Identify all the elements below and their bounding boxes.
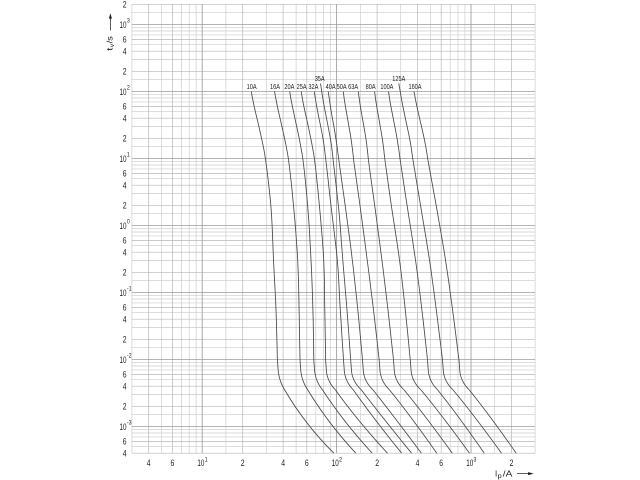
- svg-text:63A: 63A: [348, 84, 358, 91]
- svg-text:20A: 20A: [284, 84, 294, 91]
- svg-text:2: 2: [123, 67, 127, 77]
- svg-text:p: p: [498, 473, 503, 480]
- svg-text:2: 2: [375, 458, 379, 468]
- svg-text:-2: -2: [127, 353, 132, 360]
- svg-text:6: 6: [123, 437, 127, 447]
- svg-text:40A: 40A: [326, 84, 336, 91]
- svg-text:10: 10: [197, 458, 204, 468]
- svg-text:0: 0: [127, 219, 130, 226]
- svg-text:v: v: [109, 43, 116, 47]
- svg-text:6: 6: [123, 303, 127, 313]
- svg-text:-3: -3: [127, 420, 132, 427]
- svg-text:6: 6: [439, 458, 443, 468]
- svg-text:2: 2: [123, 0, 127, 10]
- svg-text:1: 1: [127, 152, 130, 159]
- svg-text:32A: 32A: [308, 84, 318, 91]
- svg-text:10: 10: [120, 20, 127, 30]
- svg-text:2: 2: [123, 402, 127, 412]
- svg-text:6: 6: [123, 35, 127, 45]
- svg-text:16A: 16A: [270, 84, 280, 91]
- svg-text:4: 4: [123, 449, 127, 459]
- svg-text:4: 4: [416, 458, 420, 468]
- svg-text:10: 10: [120, 355, 127, 365]
- svg-text:/s: /s: [105, 36, 114, 43]
- svg-text:2: 2: [123, 134, 127, 144]
- svg-text:/A: /A: [503, 469, 513, 478]
- svg-text:10: 10: [120, 154, 127, 164]
- svg-text:10: 10: [120, 422, 127, 432]
- svg-text:25A: 25A: [297, 84, 307, 91]
- svg-text:4: 4: [123, 248, 127, 258]
- svg-text:2: 2: [510, 458, 514, 468]
- svg-text:10: 10: [120, 87, 127, 97]
- svg-text:10: 10: [466, 458, 473, 468]
- svg-text:80A: 80A: [366, 84, 376, 91]
- svg-text:125A: 125A: [392, 76, 405, 83]
- svg-text:2: 2: [241, 458, 245, 468]
- svg-text:4: 4: [123, 47, 127, 57]
- svg-text:2: 2: [127, 85, 130, 92]
- svg-text:3: 3: [474, 457, 477, 464]
- svg-text:4: 4: [123, 114, 127, 124]
- svg-text:10: 10: [120, 288, 127, 298]
- svg-text:6: 6: [123, 169, 127, 179]
- svg-text:2: 2: [123, 335, 127, 345]
- svg-text:t: t: [105, 47, 114, 51]
- svg-text:3: 3: [127, 18, 130, 25]
- svg-text:4: 4: [123, 181, 127, 191]
- svg-text:-1: -1: [127, 286, 132, 293]
- svg-text:2: 2: [123, 268, 127, 278]
- svg-text:6: 6: [123, 370, 127, 380]
- svg-text:100A: 100A: [380, 84, 393, 91]
- svg-text:4: 4: [147, 458, 151, 468]
- svg-text:4: 4: [281, 458, 285, 468]
- svg-text:2: 2: [123, 201, 127, 211]
- svg-text:4: 4: [123, 315, 127, 325]
- svg-text:2: 2: [339, 457, 342, 464]
- svg-text:50A: 50A: [337, 84, 347, 91]
- svg-text:4: 4: [123, 382, 127, 392]
- svg-text:35A: 35A: [315, 76, 325, 83]
- svg-text:6: 6: [305, 458, 309, 468]
- svg-text:6: 6: [123, 236, 127, 246]
- svg-text:I: I: [495, 469, 497, 478]
- svg-text:1: 1: [205, 457, 208, 464]
- svg-text:160A: 160A: [409, 84, 422, 91]
- svg-text:6: 6: [123, 102, 127, 112]
- svg-text:10A: 10A: [247, 84, 257, 91]
- svg-text:6: 6: [171, 458, 175, 468]
- svg-text:10: 10: [332, 458, 339, 468]
- svg-text:10: 10: [120, 221, 127, 231]
